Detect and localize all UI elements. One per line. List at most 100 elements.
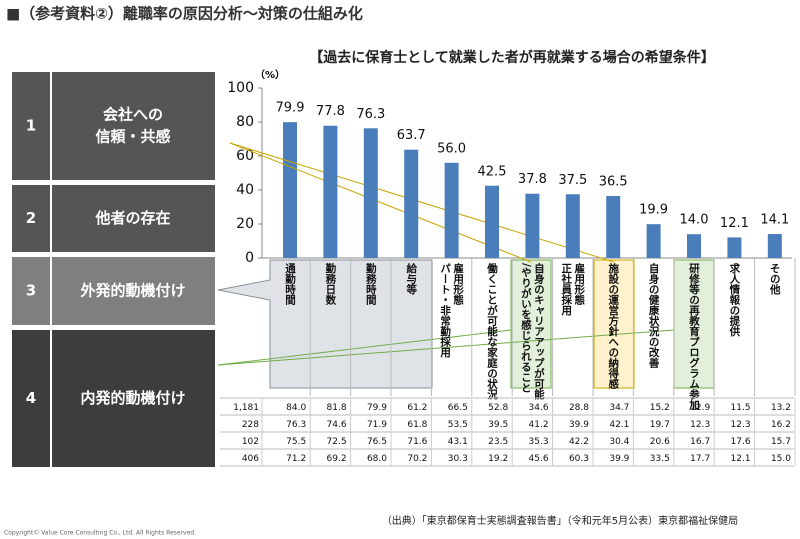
- bar: [727, 237, 742, 258]
- x-tick-label: 雇用形態: [573, 262, 585, 306]
- x-tick-label: 働くことが可能な家庭の状況: [486, 262, 498, 400]
- table-cell: 15.2: [650, 403, 670, 413]
- x-tick-label: 求人情報の提供: [728, 262, 740, 337]
- x-tick-label: 自身の健康状況の改善: [648, 262, 660, 369]
- table-cell: 70.2: [407, 454, 427, 464]
- x-tick-label: 給与等: [405, 262, 417, 295]
- table-cell: 53.5: [448, 420, 468, 430]
- panel-label: 他者の存在: [94, 209, 170, 227]
- panel-label: 信頼・共感: [95, 128, 170, 146]
- table-cell: 42.2: [569, 437, 589, 447]
- x-tick-label: 勤務日数: [324, 262, 336, 306]
- x-tick-label: 施設の運営方針への納得感: [607, 262, 619, 390]
- panel-label: 会社への: [103, 106, 163, 124]
- value-label: 12.1: [720, 216, 749, 231]
- x-tick-label: 雇用形態: [452, 262, 464, 306]
- table-cell: 35.3: [529, 437, 549, 447]
- y-tick-label: 60: [236, 148, 254, 164]
- value-label: 14.0: [680, 213, 709, 228]
- bar: [404, 149, 419, 258]
- table-cell: 81.8: [327, 403, 347, 413]
- panel-number-box: [12, 72, 50, 180]
- table-cell: 16.2: [771, 420, 791, 430]
- x-tick-label: /やりがいを感じられること: [520, 263, 532, 393]
- panel-number: 2: [26, 209, 36, 227]
- panel-number-box: [12, 185, 50, 252]
- panel-label-box: [52, 72, 215, 180]
- table-cell: 69.2: [327, 454, 347, 464]
- bar: [767, 234, 782, 258]
- table-cell: 30.3: [448, 454, 468, 464]
- table-cell: 12.1: [731, 454, 751, 464]
- table-cell: 66.5: [448, 403, 468, 413]
- table-cell: 41.2: [529, 420, 549, 430]
- callout-green: [673, 259, 715, 389]
- x-tick-label: 研修等の再教育プログラム参加: [688, 263, 700, 411]
- table-cell: 28.8: [569, 403, 589, 413]
- table-cell: 228: [242, 420, 259, 430]
- table-cell: 76.5: [367, 437, 387, 447]
- value-label: 19.9: [639, 203, 668, 218]
- value-label: 76.3: [356, 107, 385, 122]
- connector: [217, 329, 675, 366]
- table-cell: 79.9: [367, 403, 387, 413]
- slide-title: ■（参考資料②）離職率の原因分析～対策の仕組み化: [6, 5, 363, 23]
- x-tick-label: 通勤時間: [284, 263, 296, 306]
- connector: [229, 142, 532, 263]
- table-cell: 16.7: [690, 437, 710, 447]
- y-tick-label: 40: [236, 182, 254, 198]
- bar: [485, 185, 499, 258]
- table-cell: 74.6: [327, 420, 347, 430]
- table-cell: 17.7: [690, 454, 710, 464]
- callouts: [217, 142, 715, 389]
- value-label: 14.1: [760, 213, 789, 228]
- table-cell: 15.7: [771, 437, 791, 447]
- table-cell: 102: [242, 437, 259, 447]
- source: （出典）「東京都保育士実態調査報告書」（令和元年5月公表）東京都福祉保健局: [382, 514, 738, 527]
- y-tick-label: 80: [236, 114, 254, 130]
- table-cell: 33.5: [650, 454, 670, 464]
- x-tick-label: 正社員採用: [560, 263, 572, 316]
- panel-label-box: [52, 185, 215, 252]
- table-cell: 71.2: [286, 454, 306, 464]
- table-cell: 12.9: [690, 403, 710, 413]
- table-cell: 61.2: [407, 403, 427, 413]
- table-cell: 39.9: [569, 420, 589, 430]
- callout-yellow: [593, 259, 635, 389]
- bar: [363, 128, 378, 258]
- table-cell: 15.0: [771, 454, 791, 464]
- table-cell: 71.9: [367, 420, 387, 430]
- panel-number-box: [12, 257, 50, 325]
- bar: [687, 234, 701, 258]
- table-cell: 17.6: [731, 437, 751, 447]
- x-tick-label: その他: [769, 263, 781, 295]
- table-cell: 52.8: [488, 403, 508, 413]
- callout-green: [510, 259, 552, 389]
- value-label: 77.8: [316, 104, 345, 119]
- x-tick-label: 自身のキャリアアップが可能: [533, 262, 545, 400]
- copyright: Copyright© Value Core Consulting Co., Lt…: [4, 530, 196, 537]
- bar: [283, 122, 297, 258]
- y-tick-label: 20: [236, 216, 254, 232]
- table-cell: 42.1: [609, 420, 629, 430]
- table-cell: 13.2: [771, 403, 791, 413]
- panel-label: 外発的動機付け: [79, 282, 185, 300]
- table-cell: 68.0: [367, 454, 387, 464]
- panel-number: 1: [26, 117, 36, 135]
- table-cell: 20.6: [650, 437, 670, 447]
- value-label: 37.8: [518, 172, 547, 187]
- bar: [606, 195, 621, 258]
- callout-extrinsic: [217, 259, 433, 389]
- table-cell: 61.8: [407, 420, 427, 430]
- value-label: 63.7: [397, 128, 426, 143]
- table-cell: 1,181: [233, 403, 259, 413]
- y-tick-label: 0: [245, 250, 254, 266]
- bar: [323, 125, 338, 259]
- value-label: 42.5: [478, 164, 507, 179]
- table-cell: 12.3: [690, 420, 710, 430]
- table-cell: 11.5: [731, 403, 751, 413]
- bar: [444, 162, 459, 258]
- value-label: 56.0: [437, 141, 466, 156]
- panel-label: 内発的動機付け: [80, 389, 185, 407]
